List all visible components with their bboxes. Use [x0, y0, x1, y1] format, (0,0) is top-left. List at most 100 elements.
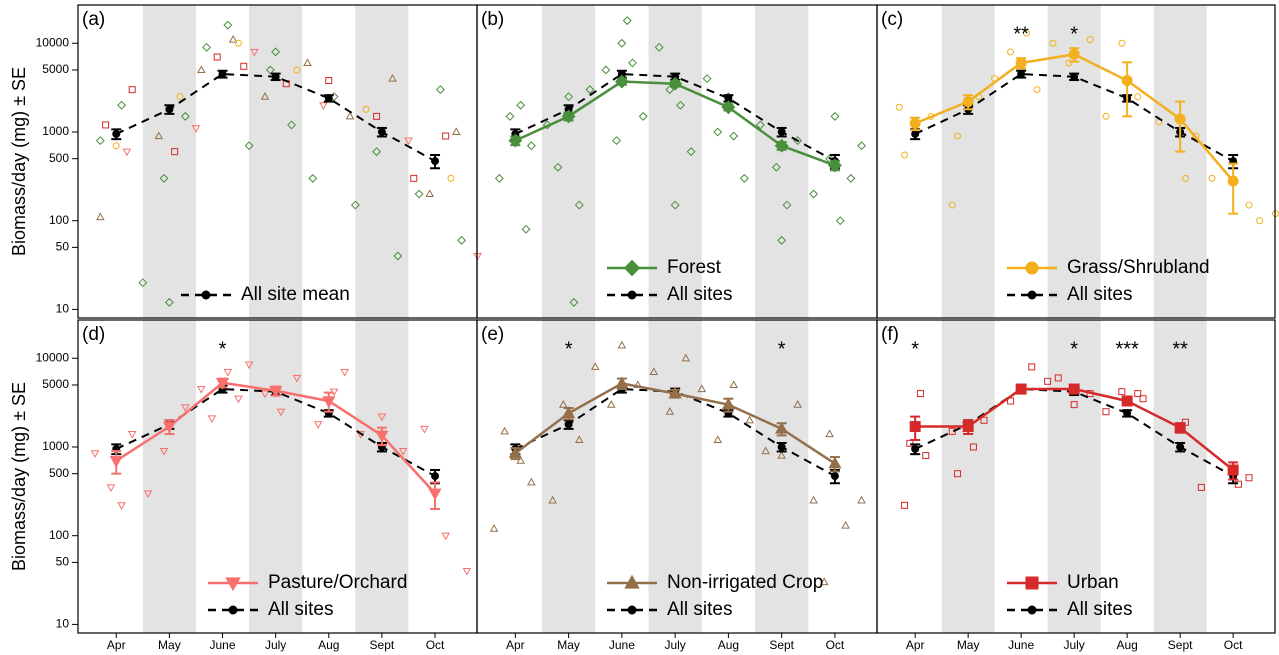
line-point: [508, 133, 523, 148]
month-band: [355, 5, 409, 318]
point: [1208, 174, 1216, 182]
line-point: [112, 129, 121, 138]
x-tick-label: Aug: [1116, 638, 1137, 652]
point: [1065, 59, 1073, 67]
point: [628, 58, 637, 68]
legend-marker: [623, 259, 641, 277]
x-tick-label: July: [265, 638, 286, 652]
line-point: [828, 456, 842, 469]
point: [223, 20, 233, 30]
point: [916, 390, 924, 398]
point: [106, 484, 116, 493]
line-point: [109, 455, 123, 468]
significance: **: [1172, 338, 1188, 360]
point: [1245, 201, 1253, 209]
point: [777, 235, 787, 245]
point: [755, 120, 765, 130]
line-point: [830, 472, 839, 481]
line-point: [562, 406, 576, 418]
x-tick-label: May: [957, 638, 980, 652]
point: [1234, 480, 1242, 488]
error-bar: [1175, 100, 1186, 153]
line-point: [561, 109, 576, 124]
point: [901, 501, 909, 509]
point: [1086, 36, 1094, 44]
x-tick-label: Apr: [506, 638, 525, 652]
point: [601, 65, 611, 75]
point: [901, 151, 909, 159]
point: [393, 251, 403, 261]
x-tick-label: June: [609, 638, 635, 652]
x-tick-label: July: [664, 638, 685, 652]
month-band: [142, 5, 196, 318]
point: [1134, 93, 1142, 101]
point: [325, 77, 333, 85]
line-point: [1174, 422, 1186, 434]
point: [649, 367, 659, 376]
error-bar: [1122, 61, 1133, 118]
point: [702, 74, 712, 84]
point: [1022, 29, 1030, 37]
y-axis-label: Biomass/day (mg) ± SE: [9, 382, 29, 571]
point: [676, 100, 685, 110]
point: [777, 450, 786, 459]
line-point: [564, 420, 573, 429]
line-point: [668, 386, 682, 399]
line-point: [431, 157, 440, 166]
point: [1139, 395, 1147, 403]
point: [841, 520, 850, 529]
line-point: [615, 376, 629, 389]
point: [181, 404, 190, 412]
legend-marker: [228, 605, 238, 615]
legend-marker: [624, 574, 640, 589]
point: [442, 132, 450, 140]
significance: *: [565, 338, 573, 360]
line-point: [777, 442, 786, 451]
point: [102, 121, 110, 129]
point: [948, 201, 956, 209]
line-point: [1121, 395, 1133, 407]
x-tick-label: Sept: [370, 638, 395, 652]
line-point: [428, 488, 442, 501]
point: [969, 443, 977, 451]
point: [857, 495, 866, 504]
point: [906, 439, 914, 447]
point: [697, 384, 707, 393]
point: [922, 452, 930, 460]
y-tick-label: 500: [49, 151, 69, 165]
point: [526, 141, 536, 151]
x-tick-label: Apr: [906, 638, 925, 652]
line-point: [614, 74, 629, 89]
month-band: [755, 320, 809, 633]
panel-frame: [876, 319, 1276, 634]
line-point: [668, 76, 683, 91]
error-bar: [1228, 162, 1239, 215]
point: [128, 86, 136, 94]
legend-marker: [627, 290, 637, 300]
x-tick-label: Aug: [318, 638, 339, 652]
point: [143, 490, 153, 498]
point: [250, 48, 259, 57]
line-point: [911, 129, 920, 138]
month-band: [249, 5, 303, 318]
y-tick-label: 10000: [36, 35, 70, 49]
panel-frame: [876, 4, 1276, 319]
point: [96, 212, 105, 221]
x-tick-label: Oct: [1224, 638, 1243, 652]
line-point: [1015, 383, 1027, 395]
month-band: [355, 320, 409, 633]
point: [494, 173, 504, 183]
legend-label: All sites: [667, 599, 732, 620]
line-point: [909, 117, 921, 129]
point: [271, 47, 281, 57]
point: [1070, 401, 1078, 409]
legend-label: All sites: [667, 284, 732, 305]
point: [410, 174, 418, 182]
panel-title: (a): [82, 9, 105, 30]
panel-title: (c): [881, 9, 903, 30]
point: [835, 216, 845, 226]
point: [308, 173, 318, 183]
y-tick-label: 5000: [42, 377, 69, 391]
point: [228, 34, 238, 43]
line-point: [375, 430, 389, 443]
